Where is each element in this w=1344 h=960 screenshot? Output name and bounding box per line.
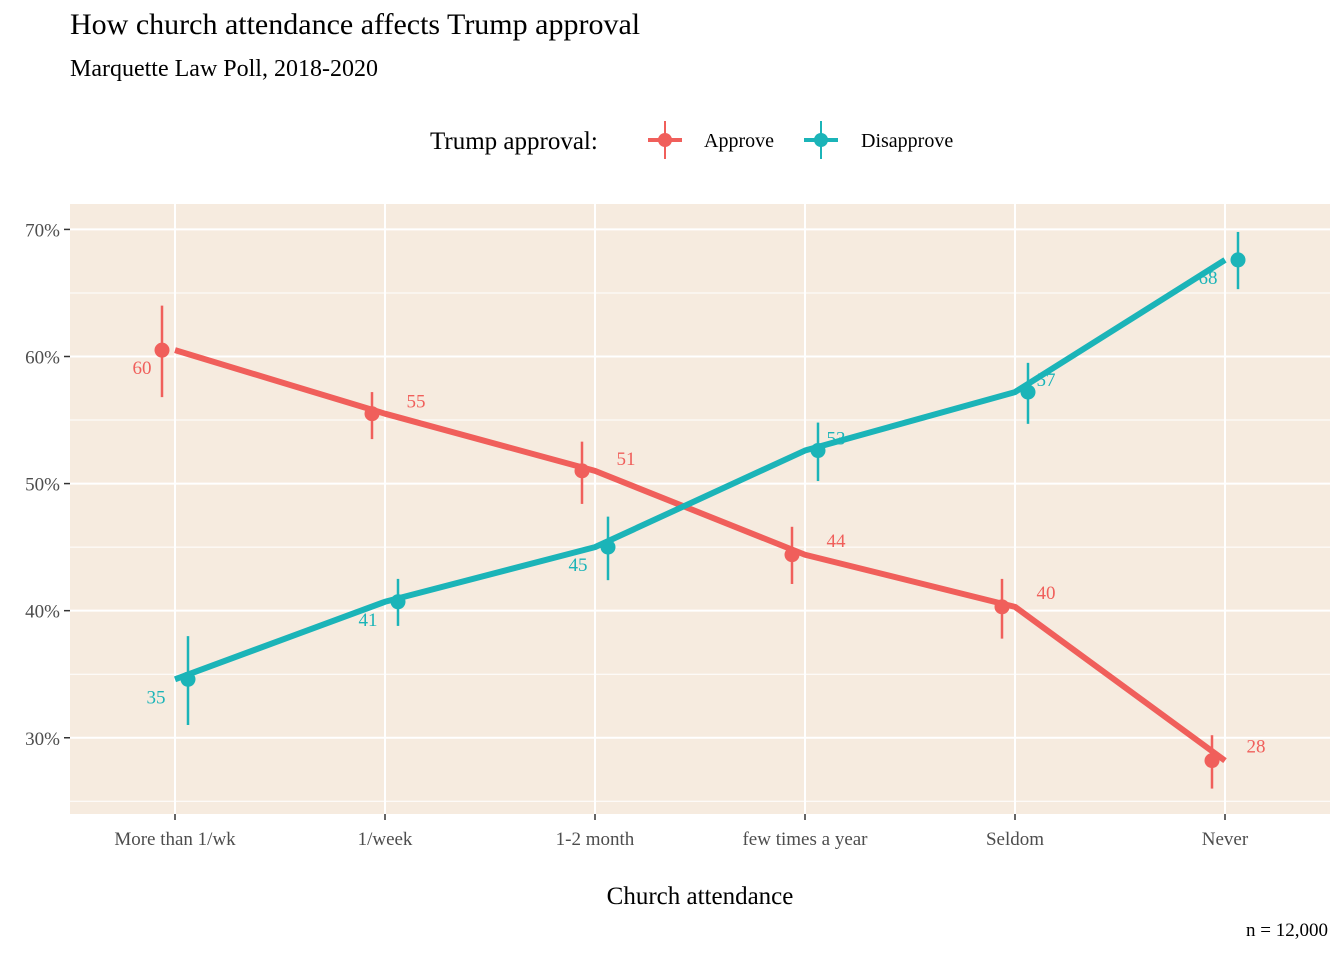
series-layer: 60 55 51 44 40 28 35 41 45 53 57 68 [133,231,1266,789]
data-point-approve [1204,753,1220,769]
y-tick-label: 60% [25,348,60,369]
plot-panel [70,204,1330,814]
data-label-approve: 55 [407,392,426,413]
data-point-disapprove [390,594,406,610]
series-line-disapprove [173,257,1227,683]
data-label-approve: 60 [133,358,152,379]
y-tick-label: 70% [25,220,60,241]
data-label-disapprove: 45 [569,555,588,576]
x-tick-label: More than 1/wk [114,829,236,850]
legend-label-approve: Approve [704,130,774,152]
data-label-disapprove: 57 [1037,370,1056,391]
legend-label-disapprove: Disapprove [861,130,953,152]
data-label-approve: 40 [1037,583,1056,604]
data-point-approve [154,342,170,358]
data-point-approve [574,463,590,479]
data-label-approve: 44 [827,531,847,552]
data-point-approve [994,599,1010,615]
data-point-disapprove [1230,252,1246,268]
data-point-approve [364,406,380,422]
legend-title: Trump approval: [430,128,598,155]
series-approve [154,305,1227,789]
gridlines [70,204,1330,814]
y-tick-label: 30% [25,729,60,750]
data-point-disapprove [1020,384,1036,400]
caption: n = 12,000 [1246,920,1328,941]
data-label-approve: 28 [1247,737,1266,758]
chart-subtitle: Marquette Law Poll, 2018-2020 [70,56,378,82]
data-label-disapprove: 68 [1199,268,1218,289]
x-tick-label: 1/week [358,829,413,850]
x-tick-label: few times a year [742,829,868,850]
data-label-disapprove: 41 [359,610,378,631]
legend-key-disapprove [804,121,838,159]
series-line-approve [174,347,1227,764]
x-axis-title: Church attendance [607,883,794,910]
legend: Trump approval: Approve Disapprove [430,121,953,159]
data-label-disapprove: 53 [827,429,846,450]
axes: 30% 40% 50% 60% 70% More than 1/wk 1/week 1-2 m… [25,220,1249,850]
legend-key-approve [648,121,682,159]
data-point-disapprove [810,443,826,459]
data-point-disapprove [600,539,616,555]
x-tick-label: 1-2 month [556,829,635,850]
y-tick-label: 50% [25,475,60,496]
series-disapprove [173,231,1246,726]
x-tick-label: Never [1202,829,1249,850]
data-point-disapprove [180,671,196,687]
x-tick-label: Seldom [986,829,1044,850]
data-label-approve: 51 [617,449,636,470]
data-point-approve [784,547,800,563]
chart-title: How church attendance affects Trump appr… [70,8,641,41]
data-label-disapprove: 35 [147,687,166,708]
y-tick-label: 40% [25,602,60,623]
